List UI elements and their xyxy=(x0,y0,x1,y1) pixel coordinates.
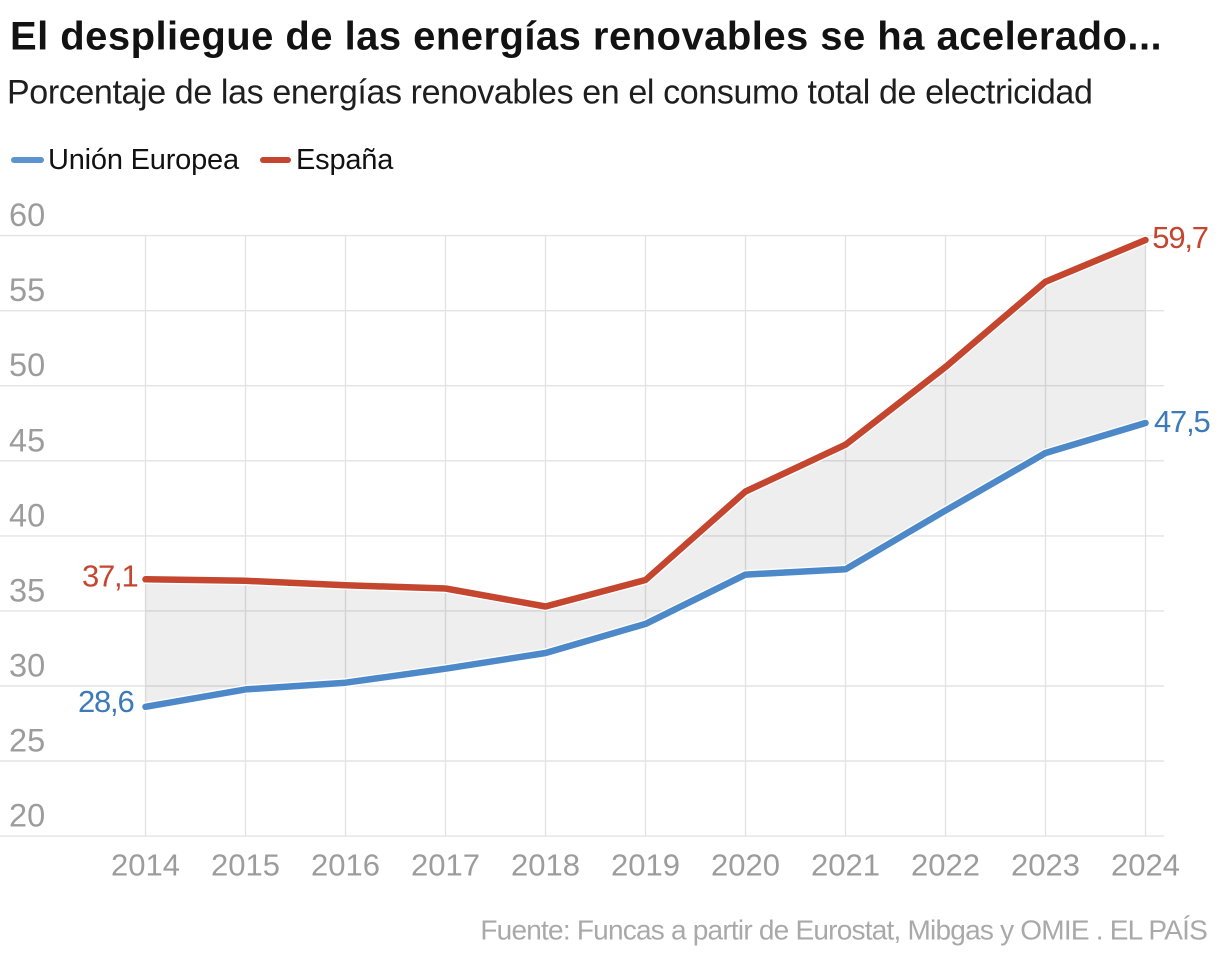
svg-text:37,1: 37,1 xyxy=(82,559,138,594)
svg-text:59,7: 59,7 xyxy=(1152,220,1208,255)
svg-text:35: 35 xyxy=(9,572,45,608)
svg-text:2023: 2023 xyxy=(1011,848,1080,883)
svg-text:30: 30 xyxy=(9,648,45,684)
svg-text:2016: 2016 xyxy=(311,848,380,883)
svg-text:Unión Europea: Unión Europea xyxy=(48,144,240,176)
svg-text:2024: 2024 xyxy=(1111,848,1180,883)
svg-text:2020: 2020 xyxy=(711,848,780,883)
svg-text:50: 50 xyxy=(9,347,45,383)
svg-text:55: 55 xyxy=(9,272,45,308)
svg-text:2014: 2014 xyxy=(111,848,180,883)
svg-text:28,6: 28,6 xyxy=(78,684,134,719)
svg-text:2019: 2019 xyxy=(611,848,680,883)
svg-text:El despliegue de las energías: El despliegue de las energías renovables… xyxy=(10,15,1162,59)
svg-text:2018: 2018 xyxy=(511,848,580,883)
svg-text:25: 25 xyxy=(9,723,45,759)
svg-text:Fuente: Funcas a partir de Eur: Fuente: Funcas a partir de Eurostat, Mib… xyxy=(480,915,1207,946)
svg-text:2022: 2022 xyxy=(911,848,980,883)
svg-text:2017: 2017 xyxy=(411,848,480,883)
svg-text:2021: 2021 xyxy=(811,848,880,883)
svg-text:45: 45 xyxy=(9,422,45,458)
svg-text:2015: 2015 xyxy=(211,848,280,883)
svg-text:20: 20 xyxy=(9,798,45,834)
svg-text:40: 40 xyxy=(9,497,45,533)
svg-text:47,5: 47,5 xyxy=(1154,404,1210,439)
svg-text:España: España xyxy=(296,144,394,176)
svg-text:Porcentaje de las energías ren: Porcentaje de las energías renovables en… xyxy=(7,74,1093,112)
svg-text:60: 60 xyxy=(9,197,45,233)
